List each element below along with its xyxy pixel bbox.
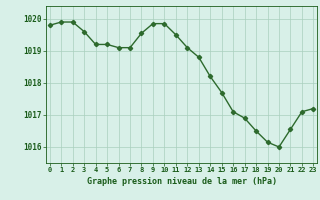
X-axis label: Graphe pression niveau de la mer (hPa): Graphe pression niveau de la mer (hPa): [87, 177, 276, 186]
